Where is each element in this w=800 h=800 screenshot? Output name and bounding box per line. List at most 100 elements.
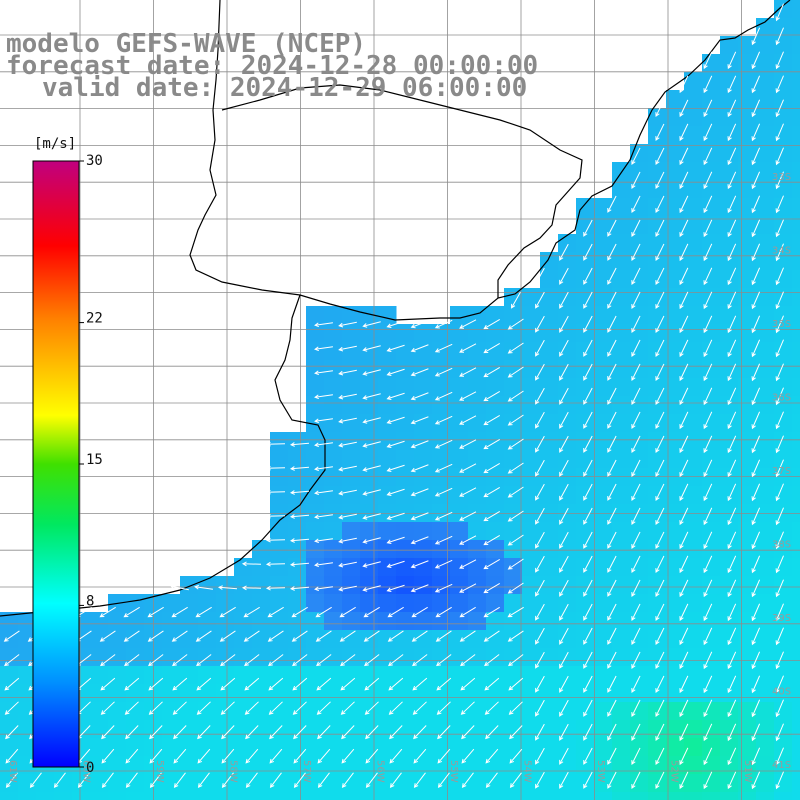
- field-cell: [576, 702, 595, 721]
- field-cell: [558, 738, 577, 757]
- wind-arrow: [607, 483, 617, 501]
- wind-arrow: [631, 603, 641, 621]
- field-cell: [162, 612, 181, 631]
- wind-arrow: [196, 677, 212, 691]
- field-cell: [288, 576, 307, 595]
- wind-arrow: [727, 195, 737, 214]
- field-cell: [162, 792, 181, 800]
- field-cell: [630, 522, 649, 541]
- field-cell: [0, 684, 19, 703]
- wind-arrow: [559, 291, 569, 309]
- field-cell: [522, 468, 541, 487]
- field-cell: [720, 108, 739, 127]
- wind-arrow: [655, 483, 665, 502]
- wind-arrow: [124, 701, 139, 715]
- wind-arrow: [775, 3, 784, 22]
- field-cell: [90, 612, 109, 631]
- field-cell: [360, 486, 379, 505]
- field-cell: [450, 630, 469, 649]
- field-cell: [774, 468, 793, 487]
- wind-arrow: [727, 483, 737, 502]
- wind-arrow: [679, 171, 689, 190]
- wind-arrow: [508, 677, 524, 691]
- field-cell: [612, 252, 631, 271]
- wind-arrow: [507, 510, 524, 522]
- wind-arrow: [631, 627, 641, 645]
- wind-arrow: [53, 772, 66, 788]
- field-cell: [450, 720, 469, 739]
- field-cell: [612, 522, 631, 541]
- title-forecast-date: forecast date: 2024-12-28 00:00:00: [6, 51, 539, 81]
- field-cell: [684, 594, 703, 613]
- field-cell: [702, 144, 721, 163]
- field-cell: [522, 576, 541, 595]
- field-cell: [594, 792, 613, 800]
- wind-arrow: [607, 603, 617, 621]
- field-cell: [576, 396, 595, 415]
- field-cell: [378, 774, 397, 793]
- field-cell: [342, 774, 361, 793]
- wind-arrow: [679, 531, 689, 550]
- wind-arrow: [535, 387, 545, 405]
- field-cell: [612, 324, 631, 343]
- wind-arrow: [607, 627, 617, 645]
- field-cell: [738, 360, 757, 379]
- field-cell: [684, 648, 703, 667]
- field-cell: [180, 648, 199, 667]
- field-cell: [648, 612, 667, 631]
- field-cell: [324, 756, 343, 775]
- field-cell: [270, 486, 289, 505]
- field-cell: [666, 162, 685, 181]
- field-cell: [288, 756, 307, 775]
- wind-arrow: [607, 651, 617, 669]
- field-cell: [270, 774, 289, 793]
- field-cell: [162, 684, 181, 703]
- field-cell: [324, 360, 343, 379]
- field-cell: [486, 666, 505, 685]
- field-cell: [792, 54, 800, 73]
- field-cell: [666, 90, 685, 109]
- field-cell: [450, 540, 469, 559]
- wind-arrow: [410, 512, 429, 521]
- field-cell: [774, 36, 793, 55]
- field-cell: [198, 702, 217, 721]
- field-cell: [324, 648, 343, 667]
- field-cell: [702, 756, 721, 775]
- field-cell: [648, 432, 667, 451]
- field-cell: [648, 126, 667, 145]
- wind-arrow: [434, 463, 453, 473]
- field-cell: [774, 396, 793, 415]
- wind-arrow: [607, 459, 617, 477]
- wind-arrow: [220, 677, 236, 691]
- wind-arrow: [703, 651, 713, 670]
- field-cell: [684, 180, 703, 199]
- field-cell: [666, 414, 685, 433]
- wind-arrow: [583, 603, 593, 621]
- wind-arrow: [363, 606, 380, 618]
- wind-arrow: [559, 435, 569, 453]
- wind-arrow: [338, 369, 357, 376]
- wind-arrow: [265, 561, 286, 567]
- wind-arrow: [583, 531, 593, 549]
- field-cell: [378, 396, 397, 415]
- wind-arrow: [148, 677, 164, 691]
- field-cell: [612, 486, 631, 505]
- field-cell: [756, 108, 775, 127]
- field-cell: [630, 612, 649, 631]
- wind-arrow: [341, 748, 355, 764]
- lat-label: 37S: [772, 466, 791, 477]
- field-cell: [648, 180, 667, 199]
- wind-arrow: [483, 366, 501, 378]
- field-cell: [0, 738, 19, 757]
- field-cell: [792, 594, 800, 613]
- field-cell: [684, 684, 703, 703]
- field-cell: [468, 450, 487, 469]
- field-cell: [576, 216, 595, 235]
- field-cell: [684, 774, 703, 793]
- field-cell: [558, 360, 577, 379]
- lat-label: 38S: [772, 540, 791, 551]
- wind-arrow: [434, 391, 453, 401]
- wind-arrow: [655, 123, 665, 142]
- wind-arrow: [386, 584, 405, 592]
- field-cell: [378, 342, 397, 361]
